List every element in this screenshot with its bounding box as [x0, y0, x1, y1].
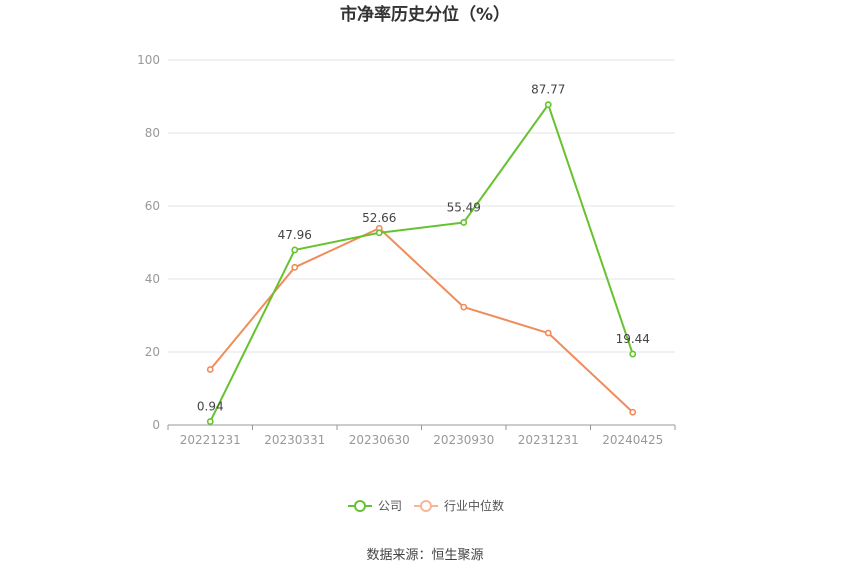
y-tick-label: 80: [145, 126, 160, 140]
data-point[interactable]: [460, 303, 468, 311]
y-tick-label: 20: [145, 345, 160, 359]
data-point[interactable]: [291, 246, 299, 254]
y-tick-label: 60: [145, 199, 160, 213]
data-label: 55.49: [447, 200, 481, 214]
legend-label-industry-median: 行业中位数: [444, 498, 504, 513]
legend-item-industry-median[interactable]: 行业中位数: [414, 498, 504, 513]
data-point[interactable]: [291, 263, 299, 271]
data-point[interactable]: [206, 418, 214, 425]
grid: [168, 59, 675, 353]
data-point[interactable]: [375, 229, 383, 237]
data-point[interactable]: [629, 408, 637, 416]
data-point[interactable]: [460, 219, 468, 226]
y-tick-label: 100: [137, 53, 160, 67]
x-tick-label: 20221231: [180, 433, 241, 447]
series-group: [206, 101, 637, 425]
data-labels: 0.94 47.96 52.66 55.49 87.77 19.44: [197, 83, 650, 414]
source-note: 数据来源：恒生聚源: [366, 548, 483, 563]
chart-title: 市净率历史分位（%）: [340, 4, 510, 25]
x-tick-label: 20240425: [602, 433, 663, 447]
x-axis-ticks: 20221231 20230331 20230630 20230930 20231231…: [167, 425, 676, 447]
x-tick-label: 20230630: [349, 433, 410, 447]
series-line-0: [209, 103, 634, 423]
series-line-1: [209, 227, 634, 413]
data-label: 87.77: [531, 83, 565, 97]
x-tick-label: 20231231: [518, 433, 579, 447]
data-point[interactable]: [544, 101, 552, 109]
x-tick-label: 20230331: [264, 433, 325, 447]
data-point[interactable]: [544, 329, 552, 337]
legend: 公司 行业中位数: [348, 498, 504, 513]
legend-marker-industry-median: [420, 500, 432, 512]
legend-item-company[interactable]: 公司: [348, 499, 402, 513]
legend-label-company: 公司: [378, 499, 402, 513]
data-label: 52.66: [362, 211, 396, 225]
data-label: 19.44: [616, 332, 650, 346]
legend-marker-company: [354, 500, 366, 512]
data-label: 0.94: [197, 400, 224, 414]
data-label: 47.96: [278, 228, 312, 242]
y-tick-label: 40: [145, 272, 160, 286]
data-point[interactable]: [629, 350, 637, 358]
y-axis-ticks: 0 20 40 60 80 100: [137, 53, 160, 432]
y-tick-label: 0: [152, 418, 160, 432]
data-point[interactable]: [206, 366, 214, 373]
x-tick-label: 20230930: [433, 433, 494, 447]
